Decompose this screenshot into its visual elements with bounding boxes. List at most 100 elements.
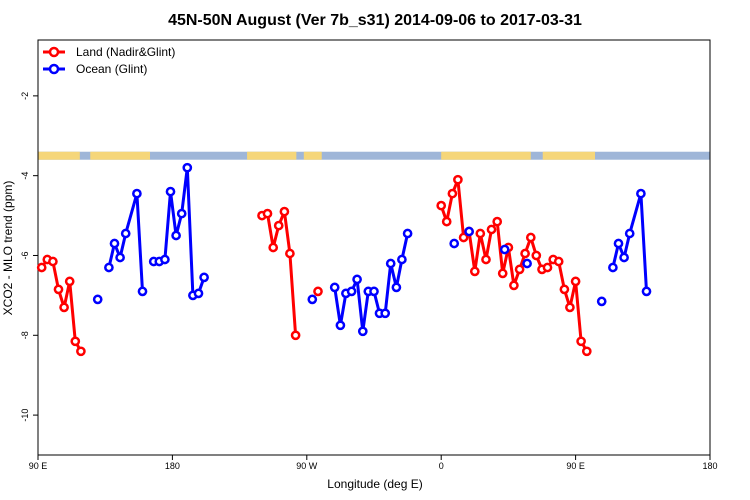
data-point-ocean	[307, 294, 318, 305]
data-point-ocean	[120, 228, 131, 239]
data-point-land	[48, 256, 58, 267]
data-point-land	[492, 216, 503, 227]
land-ocean-mask	[38, 151, 710, 160]
data-point-land	[36, 262, 47, 273]
series-line-ocean	[333, 233, 410, 333]
y-tick-label: -8	[20, 331, 30, 339]
data-point-ocean	[464, 226, 474, 237]
data-point-ocean	[329, 282, 340, 293]
data-point-land	[76, 346, 86, 357]
data-point-ocean	[624, 228, 635, 239]
data-point-land	[441, 216, 452, 227]
land-mask-band	[303, 151, 322, 160]
series-line-land	[439, 178, 589, 353]
data-point-land	[273, 220, 284, 231]
data-point-land	[576, 336, 586, 347]
data-point-land	[497, 268, 508, 279]
data-point-land	[313, 286, 323, 297]
data-point-ocean	[608, 262, 618, 273]
legend-marker-ocean	[48, 63, 60, 75]
data-point-ocean	[92, 294, 103, 305]
x-axis: 90 E 180 90 W 0 90 E 180	[29, 455, 718, 471]
data-point-ocean	[171, 230, 181, 241]
data-point-land	[509, 280, 519, 291]
data-point-ocean	[380, 308, 391, 319]
data-point-ocean	[176, 208, 187, 219]
y-tick-label: -10	[20, 409, 30, 422]
data-point-land	[279, 206, 290, 217]
legend: Land (Nadir&Glint) Ocean (Glint)	[43, 45, 175, 76]
data-point-ocean	[352, 274, 362, 285]
legend-marker-land	[48, 46, 60, 58]
data-point-land	[70, 336, 81, 347]
data-point-ocean	[636, 188, 646, 199]
x-tick-label: 90 W	[296, 461, 318, 471]
data-point-land	[486, 224, 497, 235]
y-tick-label: -4	[20, 172, 30, 180]
chart-title: 45N-50N August (Ver 7b_s31) 2014-09-06 t…	[168, 12, 582, 29]
data-point-land	[553, 256, 564, 267]
data-point-ocean	[109, 238, 120, 249]
series-layer	[36, 162, 652, 357]
data-point-ocean	[619, 252, 629, 263]
data-point-ocean	[522, 258, 532, 269]
x-tick-label: 90 E	[29, 461, 48, 471]
data-point-land	[514, 264, 525, 275]
y-tick-label: -6	[20, 251, 30, 259]
legend-label-land: Land (Nadir&Glint)	[76, 45, 175, 59]
data-point-land	[262, 208, 273, 219]
x-tick-label: 180	[702, 461, 717, 471]
data-point-ocean	[132, 188, 142, 199]
data-point-ocean	[449, 238, 460, 249]
data-point-ocean	[182, 162, 193, 173]
data-point-ocean	[160, 254, 170, 265]
x-tick-label: 180	[165, 461, 180, 471]
data-point-land	[436, 200, 447, 211]
land-mask-band	[90, 151, 150, 160]
data-point-land	[469, 266, 480, 277]
plot-area-border	[37, 39, 711, 456]
data-point-ocean	[346, 286, 357, 297]
data-point-ocean	[357, 326, 368, 337]
data-point-land	[475, 228, 486, 239]
land-mask-band	[38, 151, 80, 160]
data-point-land	[531, 250, 542, 261]
series-ocean	[92, 162, 652, 337]
data-point-land	[453, 174, 463, 185]
data-point-land	[481, 254, 491, 265]
data-point-land	[570, 276, 581, 287]
data-point-ocean	[641, 286, 652, 297]
data-point-ocean	[165, 186, 176, 197]
data-point-land	[520, 248, 530, 259]
data-point-ocean	[335, 320, 346, 331]
data-point-land	[525, 232, 536, 243]
data-point-ocean	[137, 286, 148, 297]
data-point-ocean	[397, 254, 407, 265]
series-land	[36, 174, 592, 357]
data-point-ocean	[199, 272, 209, 283]
land-mask-band	[441, 151, 531, 160]
data-point-land	[559, 284, 570, 295]
data-point-ocean	[391, 282, 402, 293]
data-point-land	[285, 248, 295, 259]
x-tick-label: 0	[439, 461, 444, 471]
data-point-ocean	[613, 238, 624, 249]
legend-label-ocean: Ocean (Glint)	[76, 62, 147, 76]
data-point-land	[53, 284, 64, 295]
land-mask-band	[247, 151, 297, 160]
data-point-ocean	[596, 296, 607, 307]
data-point-land	[447, 188, 458, 199]
data-point-land	[458, 232, 469, 243]
land-mask-band	[542, 151, 596, 160]
data-point-ocean	[104, 262, 114, 273]
data-point-land	[64, 276, 75, 287]
y-axis: -2 -4 -6 -8 -10	[20, 92, 38, 422]
x-tick-label: 90 E	[566, 461, 585, 471]
data-point-land	[542, 262, 553, 273]
data-point-ocean	[115, 252, 125, 263]
data-point-land	[268, 242, 279, 253]
ocean-mask-band	[38, 151, 710, 160]
data-point-ocean	[385, 258, 396, 269]
data-point-ocean	[369, 286, 379, 297]
